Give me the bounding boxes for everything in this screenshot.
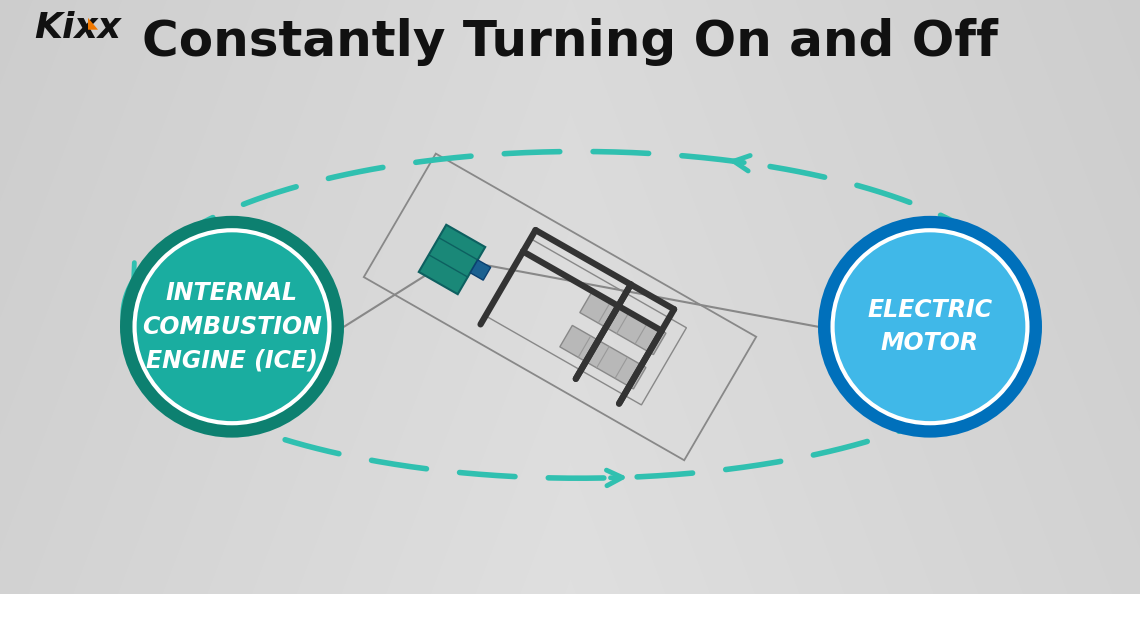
Text: INTERNAL
COMBUSTION
ENGINE (ICE): INTERNAL COMBUSTION ENGINE (ICE) bbox=[142, 281, 321, 372]
Circle shape bbox=[819, 216, 1042, 437]
Polygon shape bbox=[580, 291, 666, 354]
Text: Constantly Turning On and Off: Constantly Turning On and Off bbox=[142, 18, 998, 65]
Polygon shape bbox=[88, 18, 98, 30]
Circle shape bbox=[135, 230, 329, 424]
Polygon shape bbox=[418, 225, 486, 294]
Circle shape bbox=[120, 216, 344, 437]
Polygon shape bbox=[470, 260, 490, 280]
Circle shape bbox=[832, 230, 1027, 424]
Text: Kixx: Kixx bbox=[34, 11, 122, 45]
Polygon shape bbox=[560, 325, 646, 389]
Text: ELECTRIC
MOTOR: ELECTRIC MOTOR bbox=[868, 298, 993, 356]
